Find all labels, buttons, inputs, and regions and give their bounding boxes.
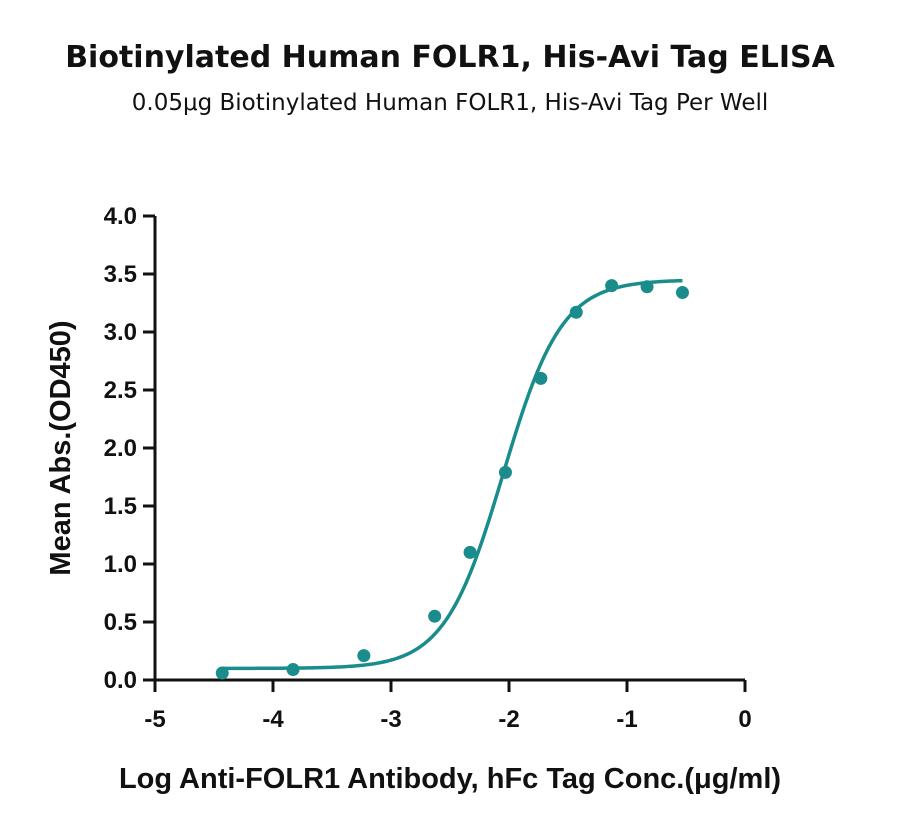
y-axis-label: Mean Abs.(OD450) xyxy=(45,320,77,575)
x-tick-label: -1 xyxy=(616,706,637,733)
data-point xyxy=(286,663,300,677)
y-tick-label: 2.0 xyxy=(104,435,137,462)
y-tick-label: 3.0 xyxy=(104,319,137,346)
data-point xyxy=(675,286,689,300)
y-tick-label: 4.0 xyxy=(104,203,137,230)
data-point xyxy=(428,609,442,623)
y-axis-ticks: 0.0 0.5 1.0 1.5 2.0 2.5 3.0 3.5 4.0 xyxy=(104,203,155,694)
data-point xyxy=(534,371,548,385)
data-point xyxy=(640,280,654,294)
data-point xyxy=(498,465,512,479)
fit-curve xyxy=(222,278,683,671)
x-tick-label: -2 xyxy=(498,706,519,733)
data-point xyxy=(463,545,477,559)
data-points xyxy=(215,279,689,680)
data-point xyxy=(215,666,229,680)
x-tick-label: 0 xyxy=(738,706,751,733)
x-tick-label: -5 xyxy=(144,706,165,733)
y-tick-label: 1.5 xyxy=(104,493,137,520)
chart-title: Biotinylated Human FOLR1, His-Avi Tag EL… xyxy=(65,40,835,75)
y-tick-label: 1.0 xyxy=(104,551,137,578)
x-tick-label: -4 xyxy=(262,706,284,733)
data-point xyxy=(605,279,619,293)
data-point xyxy=(569,305,583,319)
x-tick-label: -3 xyxy=(380,706,401,733)
x-axis-label: Log Anti-FOLR1 Antibody, hFc Tag Conc.(μ… xyxy=(119,763,781,795)
y-tick-label: 0.0 xyxy=(104,667,137,694)
chart-subtitle: 0.05μg Biotinylated Human FOLR1, His-Avi… xyxy=(131,90,769,116)
y-tick-label: 3.5 xyxy=(104,261,137,288)
y-tick-label: 0.5 xyxy=(104,609,137,636)
y-tick-label: 2.5 xyxy=(104,377,137,404)
x-axis-ticks: -5 -4 -3 -2 -1 0 xyxy=(144,680,752,733)
data-point xyxy=(357,649,371,663)
